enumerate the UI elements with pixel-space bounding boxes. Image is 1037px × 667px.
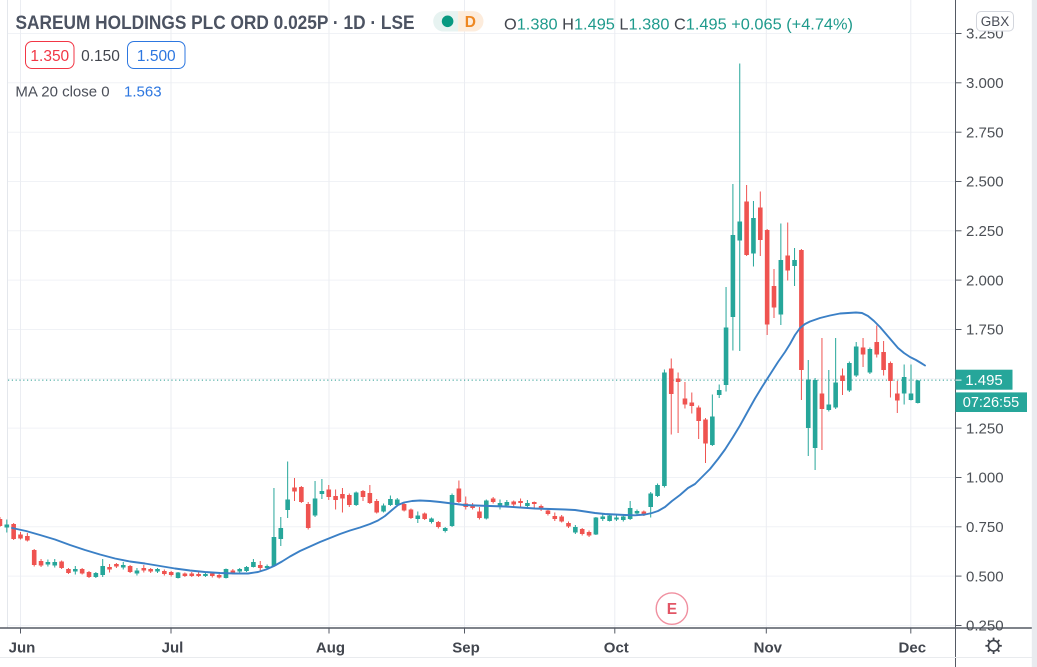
svg-text:0.750: 0.750: [966, 519, 1004, 536]
svg-text:E: E: [667, 601, 677, 618]
svg-text:Nov: Nov: [754, 640, 783, 657]
svg-text:1.500: 1.500: [137, 48, 176, 65]
svg-text:D: D: [465, 14, 476, 31]
svg-text:Jun: Jun: [9, 640, 36, 657]
svg-text:MA 20 close 0: MA 20 close 0: [15, 83, 109, 100]
svg-text:Oct: Oct: [604, 640, 629, 657]
svg-text:2.000: 2.000: [966, 272, 1004, 289]
svg-text:1.750: 1.750: [966, 322, 1004, 339]
svg-text:07:26:55: 07:26:55: [963, 395, 1019, 411]
svg-text:2.500: 2.500: [966, 174, 1004, 191]
svg-text:O1.380 H1.495 L1.380 C1.495 +0: O1.380 H1.495 L1.380 C1.495 +0.065 (+4.7…: [504, 17, 853, 34]
svg-text:0.250: 0.250: [966, 618, 1004, 635]
svg-text:Dec: Dec: [899, 640, 927, 657]
svg-text:0.500: 0.500: [966, 568, 1004, 585]
svg-text:1.495: 1.495: [965, 372, 1003, 389]
svg-text:1.563: 1.563: [124, 83, 162, 100]
svg-text:2.250: 2.250: [966, 223, 1004, 240]
svg-text:3.000: 3.000: [966, 75, 1004, 92]
svg-text:1.000: 1.000: [966, 470, 1004, 487]
svg-text:Jul: Jul: [162, 640, 184, 657]
svg-text:0.150: 0.150: [81, 48, 120, 65]
svg-text:1.350: 1.350: [30, 48, 69, 65]
svg-text:SAREUM HOLDINGS PLC ORD 0.025P: SAREUM HOLDINGS PLC ORD 0.025P · 1D · LS…: [16, 12, 415, 34]
svg-text:1.250: 1.250: [966, 420, 1004, 437]
svg-text:GBX: GBX: [981, 14, 1010, 29]
svg-text:Sep: Sep: [452, 640, 480, 657]
svg-text:Aug: Aug: [316, 640, 345, 657]
svg-text:2.750: 2.750: [966, 124, 1004, 141]
